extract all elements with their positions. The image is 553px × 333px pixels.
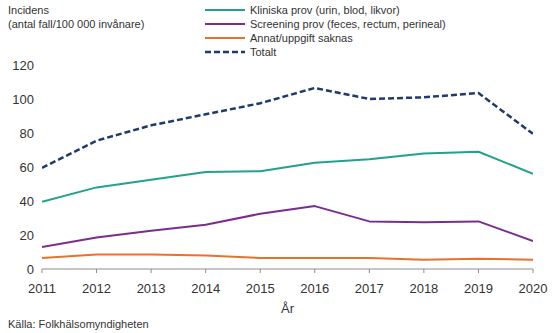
x-tick-label: 2018	[409, 281, 438, 296]
legend-swatch	[205, 51, 245, 54]
x-tick	[423, 269, 424, 273]
x-axis-line	[42, 269, 533, 270]
y-tick	[39, 201, 42, 202]
y-tick-label: 120	[12, 58, 34, 73]
legend-label: Kliniska prov (urin, blod, likvor)	[250, 4, 400, 16]
legend-label: Annat/uppgift saknas	[250, 32, 353, 44]
legend-swatch	[205, 23, 245, 25]
x-tick-label: 2020	[519, 281, 548, 296]
legend-label: Totalt	[250, 46, 276, 58]
x-tick	[151, 269, 152, 273]
x-tick-label: 2016	[300, 281, 329, 296]
x-tick	[533, 269, 534, 273]
x-tick-label: 2015	[246, 281, 275, 296]
y-tick-label: 20	[20, 228, 34, 243]
y-tick	[39, 167, 42, 168]
x-tick-label: 2017	[355, 281, 384, 296]
x-tick-label: 2012	[82, 281, 111, 296]
plot-lines	[42, 88, 533, 260]
y-tick-label: 60	[20, 160, 34, 175]
x-tick	[42, 269, 43, 273]
source: Källa: Folkhälsomyndigheten	[8, 318, 149, 330]
legend-swatch	[205, 37, 245, 39]
x-tick-label: 2019	[464, 281, 493, 296]
x-tick-label: 2011	[28, 281, 56, 296]
x-tick	[205, 269, 206, 273]
legend-label: Screening prov (feces, rectum, perineal)	[250, 18, 446, 30]
y-tick	[39, 99, 42, 100]
x-tick	[260, 269, 261, 273]
series-line	[42, 88, 533, 168]
y-tick-label: 100	[12, 92, 34, 107]
y-tick	[39, 235, 42, 236]
y-tick-label: 80	[20, 126, 34, 141]
y-axis-label: (antal fall/100 000 invånare)	[8, 18, 144, 30]
chart: Incidens (antal fall/100 000 invånare) 0 20…	[0, 0, 553, 333]
series-line	[42, 206, 533, 247]
y-tick	[39, 65, 42, 66]
y-tick	[39, 133, 42, 134]
legend-swatch	[205, 9, 245, 11]
x-tick	[314, 269, 315, 273]
x-tick	[478, 269, 479, 273]
x-tick	[369, 269, 370, 273]
x-axis-label: År	[281, 301, 295, 316]
y-tick-label: 0	[27, 262, 34, 277]
x-tick	[96, 269, 97, 273]
series-line	[42, 152, 533, 202]
x-tick-label: 2013	[137, 281, 166, 296]
y-axis-label: Incidens	[8, 4, 49, 16]
x-tick-label: 2014	[191, 281, 220, 296]
y-tick-label: 40	[20, 194, 34, 209]
series-line	[42, 255, 533, 260]
